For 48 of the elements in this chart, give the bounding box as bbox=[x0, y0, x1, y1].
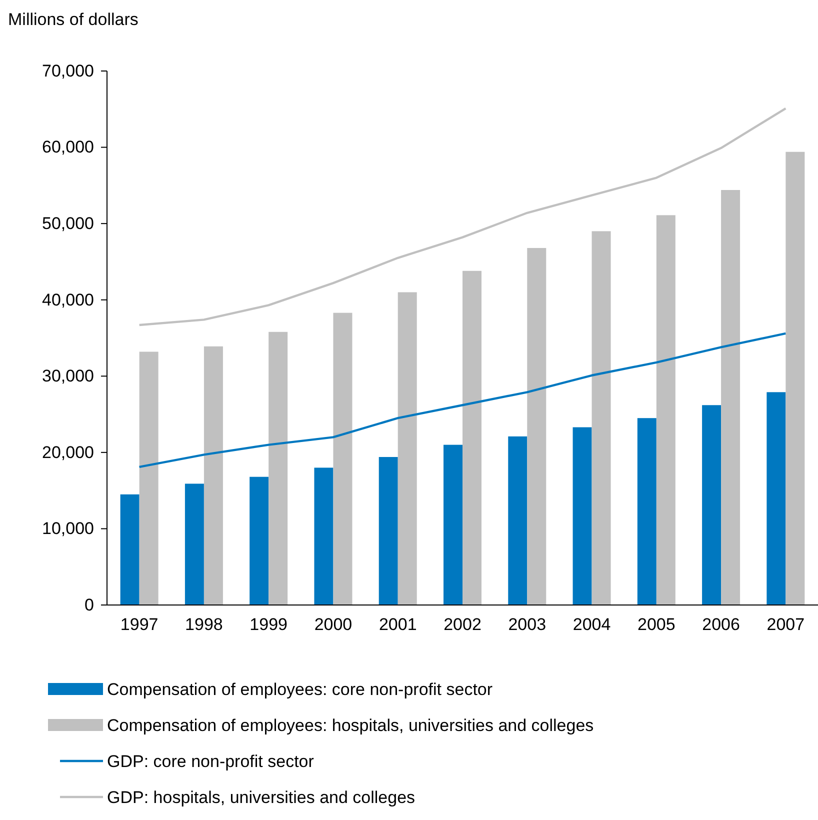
x-tick-label: 2002 bbox=[444, 615, 482, 634]
y-tick-label: 20,000 bbox=[42, 442, 94, 462]
x-tick-label: 2007 bbox=[766, 615, 805, 634]
x-tick-label: 2000 bbox=[314, 615, 352, 634]
y-tick-label: 0 bbox=[84, 595, 94, 614]
legend-label: Compensation of employees: core non-profit sector bbox=[107, 680, 493, 699]
bar bbox=[204, 346, 223, 605]
line-series bbox=[138, 107, 787, 326]
bar bbox=[314, 468, 334, 605]
y-tick-label: 30,000 bbox=[42, 366, 94, 386]
bar bbox=[444, 444, 462, 605]
y-axis-title: Millions of dollars bbox=[8, 10, 138, 29]
bar bbox=[250, 476, 269, 605]
bar bbox=[333, 312, 352, 605]
x-tick-label: 1998 bbox=[185, 615, 223, 634]
y-tick-label: 70,000 bbox=[42, 61, 94, 80]
bar bbox=[462, 270, 482, 605]
bar bbox=[721, 190, 740, 605]
y-tick-label: 40,000 bbox=[42, 290, 94, 310]
bar bbox=[786, 152, 805, 605]
x-tick-label: 1999 bbox=[250, 615, 288, 634]
x-tick-label: 2005 bbox=[637, 615, 676, 634]
bar bbox=[637, 418, 656, 605]
bar bbox=[378, 457, 398, 605]
x-tick-label: 2003 bbox=[508, 615, 546, 634]
legend-label: GDP: hospitals, universities and colleges bbox=[107, 788, 416, 807]
bar bbox=[268, 332, 288, 605]
bar bbox=[656, 215, 676, 605]
bar bbox=[592, 231, 611, 605]
legend-label: GDP: core non-profit sector bbox=[107, 752, 314, 771]
bar bbox=[527, 248, 546, 605]
bar bbox=[702, 405, 722, 605]
bar bbox=[139, 352, 158, 605]
y-tick-label: 50,000 bbox=[42, 214, 94, 234]
x-tick-label: 1997 bbox=[120, 615, 158, 634]
x-tick-label: 2006 bbox=[702, 615, 740, 634]
bar bbox=[120, 494, 140, 605]
line-series bbox=[138, 332, 787, 468]
bar bbox=[184, 484, 204, 605]
bar bbox=[572, 427, 592, 605]
y-tick-label: 10,000 bbox=[42, 519, 94, 538]
x-tick-label: 2004 bbox=[572, 615, 611, 634]
bar bbox=[398, 292, 417, 605]
bar bbox=[508, 436, 528, 605]
bar bbox=[766, 392, 786, 605]
legend-label: Compensation of employees: hospitals, universities and colleges bbox=[107, 716, 594, 735]
y-tick-label: 60,000 bbox=[42, 138, 94, 157]
x-tick-label: 2001 bbox=[378, 615, 417, 634]
